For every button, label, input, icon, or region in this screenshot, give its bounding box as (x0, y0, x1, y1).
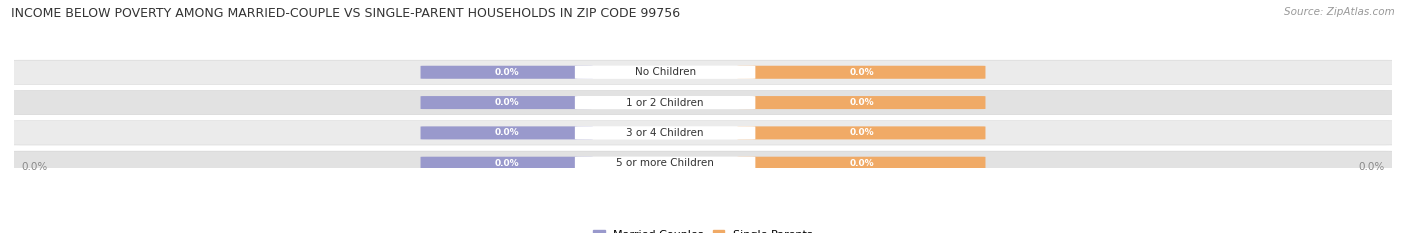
Text: 5 or more Children: 5 or more Children (616, 158, 714, 168)
Text: 0.0%: 0.0% (21, 162, 48, 172)
FancyBboxPatch shape (420, 66, 593, 79)
Text: 0.0%: 0.0% (849, 98, 873, 107)
FancyBboxPatch shape (575, 157, 755, 170)
FancyBboxPatch shape (420, 157, 593, 170)
Legend: Married Couples, Single Parents: Married Couples, Single Parents (593, 230, 813, 233)
Text: 1 or 2 Children: 1 or 2 Children (626, 98, 704, 108)
FancyBboxPatch shape (7, 60, 1399, 84)
FancyBboxPatch shape (738, 66, 986, 79)
FancyBboxPatch shape (738, 96, 986, 109)
Text: 0.0%: 0.0% (1358, 162, 1385, 172)
Text: 0.0%: 0.0% (495, 159, 519, 168)
Text: No Children: No Children (634, 67, 696, 77)
Text: 0.0%: 0.0% (495, 128, 519, 137)
FancyBboxPatch shape (575, 126, 755, 140)
FancyBboxPatch shape (7, 90, 1399, 115)
Text: 0.0%: 0.0% (849, 68, 873, 77)
Text: 0.0%: 0.0% (849, 159, 873, 168)
Text: Source: ZipAtlas.com: Source: ZipAtlas.com (1284, 7, 1395, 17)
FancyBboxPatch shape (575, 96, 755, 109)
Text: 0.0%: 0.0% (849, 128, 873, 137)
Text: INCOME BELOW POVERTY AMONG MARRIED-COUPLE VS SINGLE-PARENT HOUSEHOLDS IN ZIP COD: INCOME BELOW POVERTY AMONG MARRIED-COUPL… (11, 7, 681, 20)
Text: 0.0%: 0.0% (495, 68, 519, 77)
FancyBboxPatch shape (738, 126, 986, 139)
FancyBboxPatch shape (575, 66, 755, 79)
FancyBboxPatch shape (420, 126, 593, 139)
FancyBboxPatch shape (7, 151, 1399, 175)
FancyBboxPatch shape (738, 157, 986, 170)
FancyBboxPatch shape (420, 96, 593, 109)
Text: 0.0%: 0.0% (495, 98, 519, 107)
Text: 3 or 4 Children: 3 or 4 Children (626, 128, 704, 138)
FancyBboxPatch shape (7, 121, 1399, 145)
